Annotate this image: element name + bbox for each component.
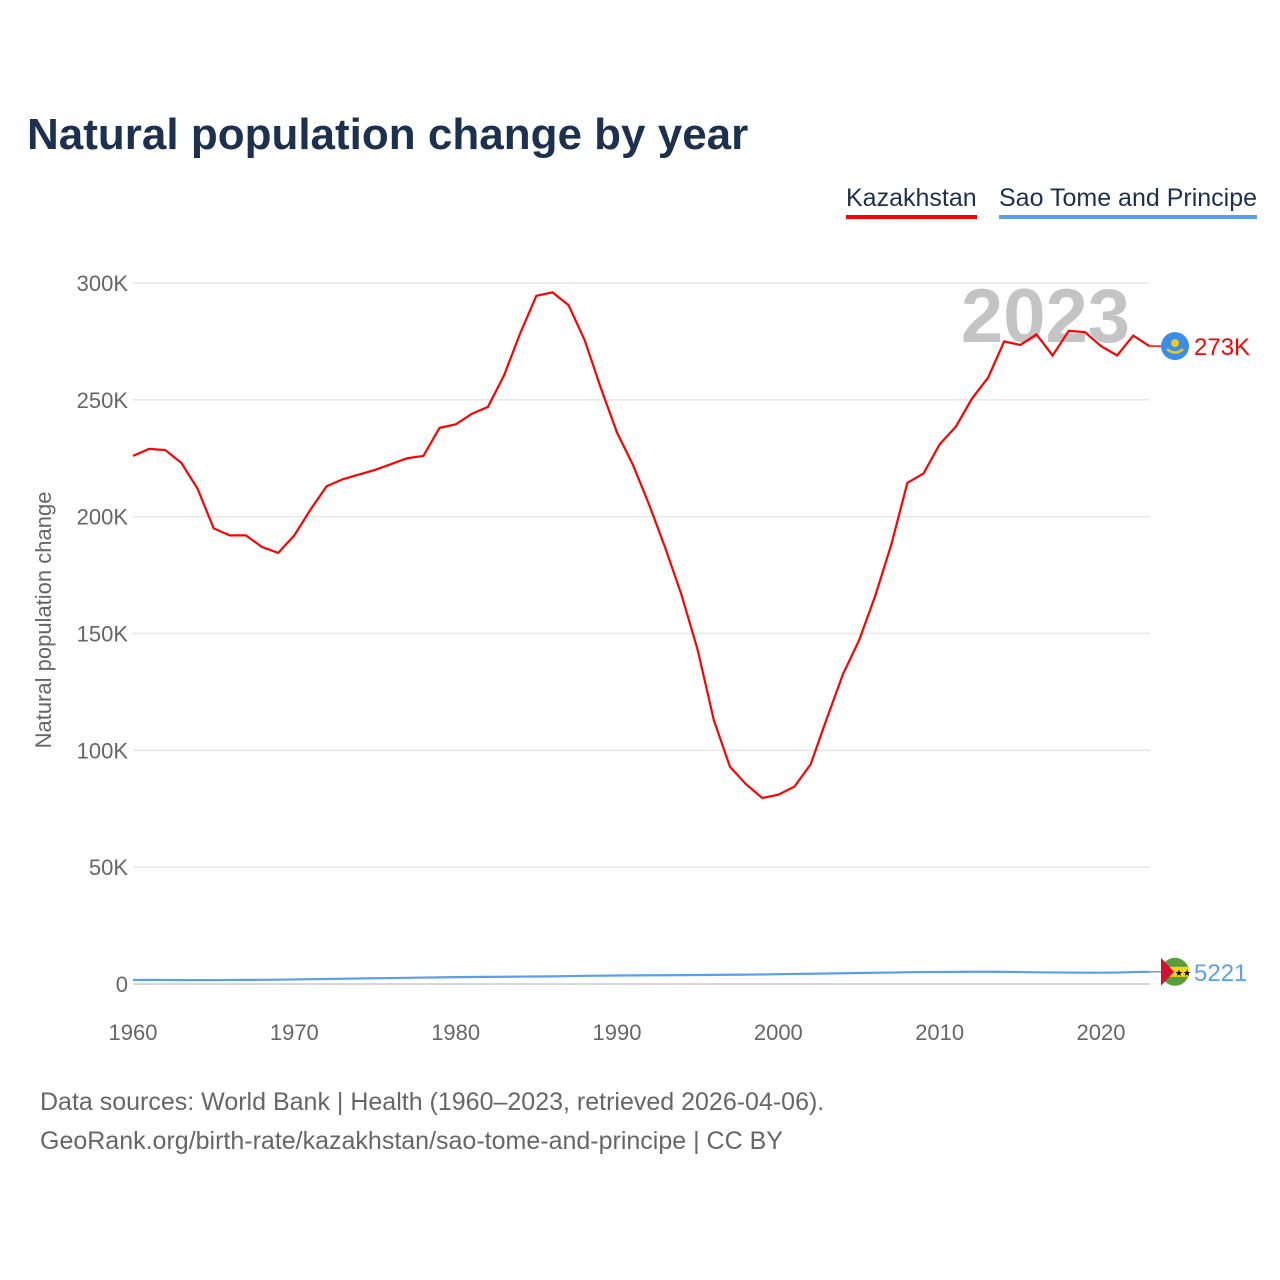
legend-kazakhstan[interactable]: Kazakhstan <box>846 184 977 219</box>
y-tick-label: 0 <box>116 972 128 997</box>
flag-stripe <box>1161 966 1189 977</box>
footer-sources: Data sources: World Bank | Health (1960–… <box>40 1088 825 1116</box>
x-tick-label: 1960 <box>109 1020 158 1045</box>
x-tick-label: 2020 <box>1077 1020 1126 1045</box>
y-tick-label: 100K <box>77 738 129 763</box>
footer-url[interactable]: GeoRank.org/birth-rate/kazakhstan/sao-to… <box>40 1127 783 1155</box>
eagle-icon <box>1166 348 1184 354</box>
series-line-sao-tome[interactable] <box>132 970 1150 982</box>
x-tick-label: 2010 <box>915 1020 964 1045</box>
end-value-label: 273K <box>1194 334 1250 361</box>
y-tick-label: 200K <box>77 505 129 530</box>
y-tick-label: 300K <box>77 271 129 296</box>
x-tick-label: 1990 <box>593 1020 642 1045</box>
x-tick-label: 2000 <box>754 1020 803 1045</box>
x-tick-label: 1980 <box>431 1020 480 1045</box>
series-line-kazakhstan[interactable] <box>132 291 1151 800</box>
chart-title: Natural population change by year <box>27 110 749 159</box>
stars-icon: ★★ <box>1175 968 1191 978</box>
y-tick-label: 150K <box>77 622 129 647</box>
x-tick-label: 1970 <box>270 1020 319 1045</box>
y-tick-label: 250K <box>77 388 129 413</box>
legend-sao-tome[interactable]: Sao Tome and Principe <box>999 184 1258 219</box>
y-tick-label: 50K <box>89 855 128 880</box>
y-axis-label: Natural population change <box>31 492 56 749</box>
sun-icon <box>1171 339 1179 348</box>
end-value-label: 5221 <box>1194 960 1247 987</box>
flag-triangle <box>1161 957 1174 986</box>
